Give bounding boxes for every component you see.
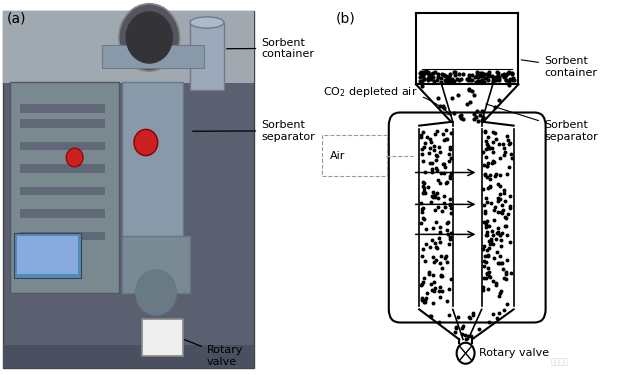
Bar	[20, 104, 105, 112]
Text: Rotary valve: Rotary valve	[479, 348, 550, 358]
Bar	[3, 11, 255, 82]
Bar	[20, 164, 105, 172]
Text: Sorbent
separator: Sorbent separator	[486, 104, 598, 142]
Text: Rotary
valve: Rotary valve	[172, 335, 243, 367]
Bar	[122, 236, 190, 292]
Text: Sorbent
separator: Sorbent separator	[193, 120, 315, 142]
Bar	[13, 232, 81, 278]
Text: (b): (b)	[336, 11, 356, 25]
Circle shape	[136, 270, 177, 315]
Bar	[20, 119, 105, 128]
Bar	[20, 209, 105, 218]
Text: Sorbent
container: Sorbent container	[227, 38, 314, 59]
Circle shape	[66, 148, 83, 167]
Text: Air: Air	[330, 151, 345, 160]
Text: Sorbent
container: Sorbent container	[521, 56, 597, 78]
Bar	[20, 142, 105, 150]
Circle shape	[125, 11, 173, 64]
Text: (a): (a)	[7, 11, 26, 25]
Bar	[17, 236, 78, 274]
Bar	[143, 319, 183, 356]
Bar	[20, 232, 105, 240]
Ellipse shape	[190, 17, 224, 28]
Circle shape	[119, 4, 180, 71]
Text: 能源情报: 能源情报	[550, 357, 569, 366]
Bar	[10, 82, 119, 292]
FancyBboxPatch shape	[389, 112, 545, 322]
Bar	[190, 22, 224, 90]
Bar	[20, 187, 105, 195]
Text: CO$_2$ depleted air: CO$_2$ depleted air	[323, 85, 451, 116]
Bar	[3, 11, 255, 368]
Circle shape	[134, 129, 157, 156]
Bar	[3, 345, 255, 368]
Bar	[102, 45, 204, 68]
Bar	[122, 82, 183, 244]
